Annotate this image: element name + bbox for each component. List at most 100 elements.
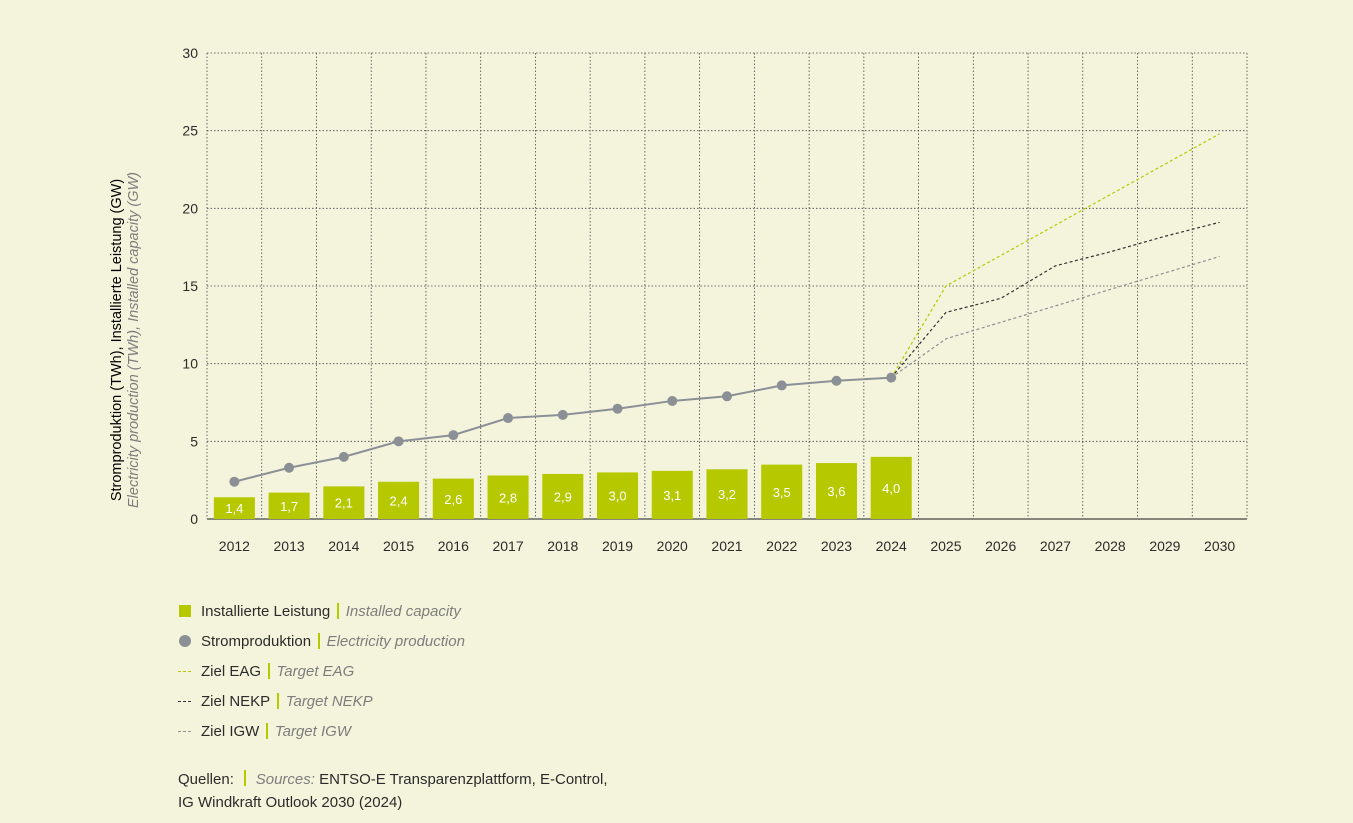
x-tick-label: 2030 bbox=[1204, 538, 1235, 554]
bar bbox=[706, 469, 748, 519]
bar bbox=[378, 481, 420, 519]
sources-separator bbox=[244, 770, 246, 786]
x-tick-label: 2017 bbox=[492, 538, 523, 554]
legend-separator bbox=[277, 693, 279, 709]
bar-data-label: 3,2 bbox=[718, 487, 736, 502]
legend-separator bbox=[268, 663, 270, 679]
bar-data-label: 2,4 bbox=[390, 493, 408, 508]
electricity-production-point bbox=[393, 436, 404, 447]
legend-label-en: Target EAG bbox=[276, 662, 355, 680]
lines bbox=[229, 133, 1220, 487]
y-tick-label: 30 bbox=[182, 45, 198, 61]
electricity-production-point bbox=[722, 391, 732, 402]
bars: 1,4 1,7 2,1 2,4 2,6 2,8 2,9 3,0 3,1 3,2 3,5 3,6 4,0 bbox=[213, 456, 912, 519]
bar bbox=[323, 486, 365, 519]
chart: 1,4 1,7 2,1 2,4 2,6 2,8 2,9 3,0 3,1 3,2 3,5 3,6 4,0 … bbox=[109, 45, 1248, 554]
electricity-production-point bbox=[557, 409, 568, 420]
bar bbox=[870, 456, 912, 519]
legend-item-installed-capacity: Installierte Leistung Installed capacity bbox=[178, 596, 465, 626]
sources-line-1: Quellen: Sources: ENTSO-E Transparenzpla… bbox=[178, 768, 608, 791]
sources-text-2: IG Windkraft Outlook 2030 (2024) bbox=[178, 794, 403, 811]
sources-text-1: ENTSO-E Transparenzplattform, E-Control, bbox=[319, 771, 608, 788]
y-axis-label: Stromproduktion (TWh), Installierte Leis… bbox=[109, 179, 125, 501]
y-tick-label: 10 bbox=[182, 356, 198, 372]
y-tick-label: 5 bbox=[190, 433, 198, 449]
bar-data-label: 3,0 bbox=[608, 489, 626, 504]
y-tick-label: 15 bbox=[182, 278, 198, 294]
legend-label: Ziel IGW bbox=[201, 722, 260, 740]
y-tick-label: 25 bbox=[182, 123, 198, 139]
legend-separator bbox=[266, 723, 268, 739]
sources: Quellen: Sources: ENTSO-E Transparenzpla… bbox=[178, 768, 608, 814]
legend-separator bbox=[318, 633, 320, 649]
electricity-production-point bbox=[667, 395, 678, 406]
electricity-production-point bbox=[229, 476, 240, 487]
bar-data-label: 2,8 bbox=[499, 490, 517, 505]
bar bbox=[487, 475, 529, 519]
legend-dashed-swatch bbox=[178, 670, 191, 672]
bar-data-label: 1,7 bbox=[280, 499, 298, 514]
bar-data-label: 2,1 bbox=[335, 496, 353, 511]
x-tick-label: 2022 bbox=[766, 538, 797, 554]
electricity-production-point bbox=[338, 451, 349, 462]
x-tick-label: 2023 bbox=[821, 538, 852, 554]
bar-data-label: 2,9 bbox=[554, 489, 572, 504]
bar-data-label: 2,6 bbox=[444, 492, 462, 507]
bar bbox=[651, 470, 693, 519]
electricity-production-point bbox=[284, 462, 295, 473]
x-tick-label: 2012 bbox=[219, 538, 250, 554]
legend-label: Stromproduktion bbox=[201, 632, 312, 650]
legend-dashed-swatch bbox=[178, 730, 191, 732]
x-tick-label: 2019 bbox=[602, 538, 633, 554]
legend-label: Ziel NEKP bbox=[201, 692, 271, 710]
electricity-production-point bbox=[448, 430, 459, 441]
x-tick-label: 2029 bbox=[1149, 538, 1180, 554]
x-tick-label: 2027 bbox=[1040, 538, 1071, 554]
legend-item-target-igw: Ziel IGW Target IGW bbox=[178, 716, 465, 746]
electricity-production-point bbox=[503, 413, 514, 424]
legend-label-en: Installed capacity bbox=[345, 602, 461, 620]
sources-label-en: Sources: bbox=[255, 771, 315, 788]
x-tick-label: 2018 bbox=[547, 538, 578, 554]
bar-data-label: 3,5 bbox=[773, 485, 791, 500]
y-tick-label: 0 bbox=[190, 511, 198, 527]
legend-label-en: Target IGW bbox=[274, 722, 351, 740]
electricity-production-point bbox=[831, 375, 842, 386]
x-tick-label: 2025 bbox=[930, 538, 961, 554]
x-tick-label: 2015 bbox=[383, 538, 414, 554]
electricity-production-point bbox=[776, 380, 787, 391]
ziel-nekp-line bbox=[890, 221, 1220, 379]
x-tick-label: 2024 bbox=[876, 538, 907, 554]
bar bbox=[213, 497, 255, 519]
legend-label: Ziel EAG bbox=[201, 662, 262, 680]
bar bbox=[815, 463, 857, 519]
x-tick-label: 2014 bbox=[328, 538, 359, 554]
x-tick-labels: 2012 2013 2014 2015 2016 2017 2018 2019 2020 2021… bbox=[219, 538, 1236, 554]
x-tick-label: 2013 bbox=[274, 538, 305, 554]
ziel-eag-line bbox=[890, 133, 1220, 378]
legend-dot-swatch bbox=[179, 635, 191, 647]
legend-label: Installierte Leistung bbox=[201, 602, 331, 620]
electricity-production-point bbox=[886, 372, 897, 383]
legend-item-target-eag: Ziel EAG Target EAG bbox=[178, 656, 465, 686]
x-tick-label: 2020 bbox=[657, 538, 688, 554]
x-tick-label: 2016 bbox=[438, 538, 469, 554]
legend-label-en: Electricity production bbox=[326, 632, 465, 650]
x-tick-label: 2028 bbox=[1095, 538, 1126, 554]
bar bbox=[761, 464, 803, 519]
grid bbox=[206, 52, 1248, 520]
bar-data-label: 1,4 bbox=[225, 501, 243, 516]
bar bbox=[542, 473, 584, 519]
y-axis-label-en: Electricity production (TWh), Installed … bbox=[126, 172, 142, 508]
electricity-production-point bbox=[612, 403, 623, 414]
legend-dashed-swatch bbox=[178, 700, 191, 702]
y-tick-labels: 0 5 10 15 20 25 30 bbox=[182, 45, 198, 527]
bar bbox=[432, 478, 474, 519]
bar bbox=[597, 472, 639, 519]
bar-data-label: 4,0 bbox=[882, 481, 900, 496]
x-tick-label: 2021 bbox=[711, 538, 742, 554]
bar-data-label: 3,1 bbox=[663, 488, 681, 503]
legend-item-electricity-production: Stromproduktion Electricity production bbox=[178, 626, 465, 656]
ziel-igw-line bbox=[890, 255, 1220, 379]
legend: Installierte Leistung Installed capacity… bbox=[178, 596, 465, 746]
